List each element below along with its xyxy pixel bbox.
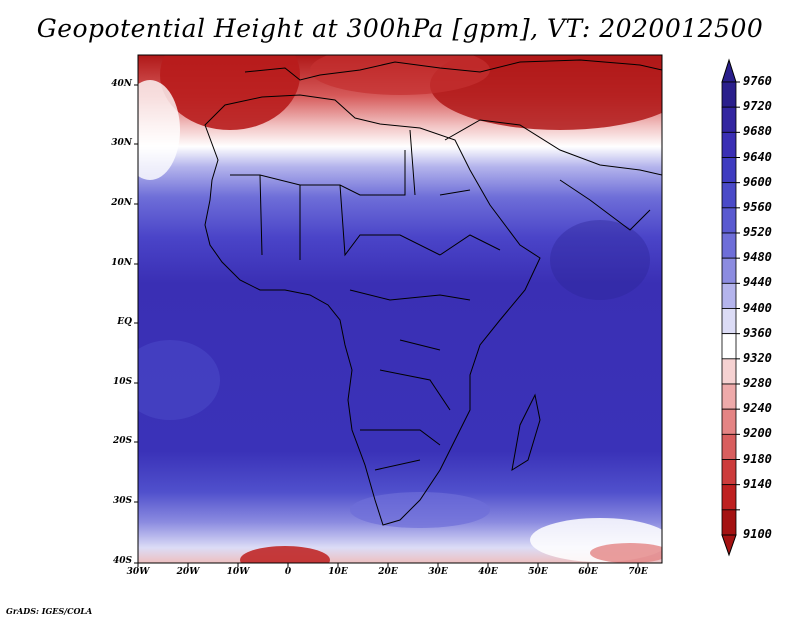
height-field <box>138 55 662 563</box>
colorbar-swatch <box>721 308 737 335</box>
lon-label: 20W <box>176 567 200 577</box>
colorbar-swatch <box>721 257 737 284</box>
colorbar-swatch <box>721 81 737 108</box>
colorbar-level-label: 9280 <box>743 376 772 390</box>
colorbar-swatch <box>721 157 737 184</box>
lon-label: 50E <box>528 567 548 577</box>
colorbar-swatch <box>721 484 737 511</box>
colorbar-level-label: 9640 <box>743 149 772 164</box>
colorbar-level-label: 9480 <box>743 250 772 265</box>
colorbar-swatch <box>721 358 737 385</box>
colorbar-swatch <box>721 459 737 486</box>
colorbar-level-label: 9560 <box>743 199 772 214</box>
colorbar-swatch <box>721 509 737 536</box>
colorbar-level-label: 9140 <box>743 476 772 491</box>
colorbar-swatch <box>721 383 737 410</box>
lon-label: 10W <box>226 567 250 577</box>
colorbar-level-label: 9200 <box>743 426 772 441</box>
colorbar-swatch <box>721 207 737 234</box>
colorbar-swatch <box>721 282 737 309</box>
credit-text: GrADS: IGES/COLA <box>6 606 93 616</box>
colorbar-swatch <box>721 106 737 133</box>
lat-label: 20S <box>112 436 132 446</box>
lat-label: 30N <box>111 138 132 148</box>
lon-label: 20E <box>378 567 398 577</box>
colorbar-level-label: 9100 <box>743 527 772 541</box>
lat-label: 30S <box>112 496 132 506</box>
colorbar-level-label: 9720 <box>743 99 772 114</box>
colorbar-level-label: 9680 <box>743 124 772 139</box>
lat-label: 40N <box>111 79 132 89</box>
colorbar-swatch <box>721 182 737 209</box>
colorbar-level-label: 9440 <box>743 275 772 290</box>
colorbar-level-label: 9760 <box>743 74 772 88</box>
colorbar-swatch <box>721 408 737 435</box>
tick-marks <box>134 84 639 567</box>
lat-label: 10N <box>111 258 132 268</box>
plot-frame <box>137 54 663 564</box>
coastlines <box>204 59 662 526</box>
colorbar-level-label: 9360 <box>743 325 772 340</box>
lon-label: 30W <box>126 567 150 577</box>
colorbar-swatch <box>721 433 737 460</box>
lon-label: 70E <box>628 567 648 577</box>
colorbar-level-label: 9240 <box>743 401 772 416</box>
colorbar-level-label: 9520 <box>743 225 772 239</box>
lon-label: 0 <box>284 567 292 577</box>
colorbar-swatch <box>721 131 737 158</box>
colorbar-level-label: 9600 <box>743 174 772 189</box>
colorbar-swatch <box>721 232 737 259</box>
colorbar-swatch <box>721 333 737 360</box>
lat-label: EQ <box>117 317 132 327</box>
lat-label: 40S <box>112 556 132 566</box>
colorbar-max-arrow <box>721 58 737 83</box>
colorbar-level-label: 9180 <box>743 451 772 466</box>
colorbar-min-arrow <box>721 534 737 557</box>
lat-label: 10S <box>112 377 132 387</box>
lon-label: 30E <box>428 567 448 577</box>
lon-label: 60E <box>578 567 598 577</box>
colorbar-level-label: 9320 <box>743 350 772 365</box>
lon-label: 40E <box>478 567 498 577</box>
lat-label: 20N <box>111 198 132 208</box>
lon-label: 10E <box>328 567 348 577</box>
map-title: Geopotential Height at 300hPa [gpm], VT:… <box>36 14 764 43</box>
colorbar-level-label: 9400 <box>743 300 772 315</box>
